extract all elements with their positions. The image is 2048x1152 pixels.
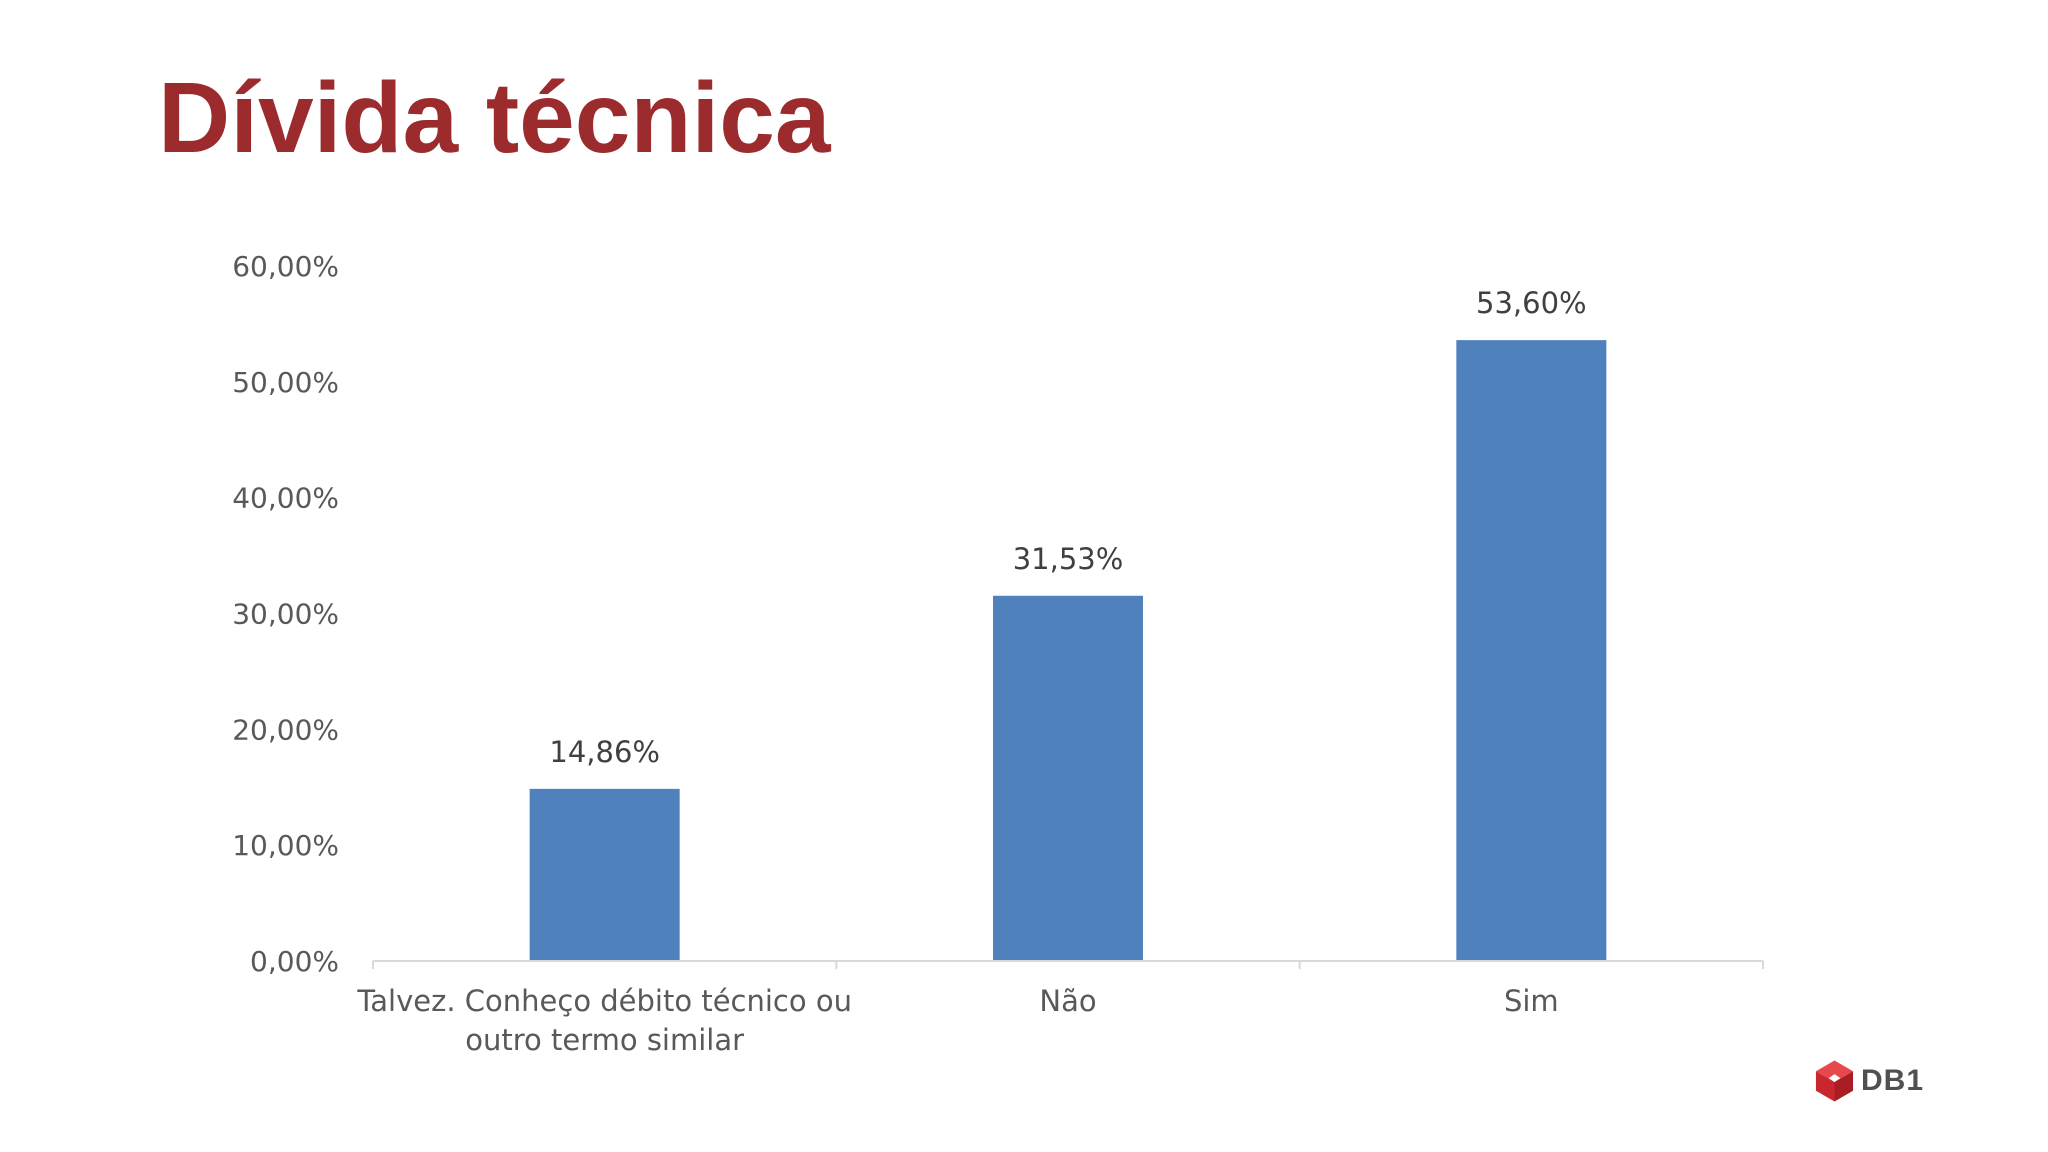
bar	[993, 595, 1143, 961]
db1-logo: DB1	[1814, 1056, 1924, 1106]
y-tick-label: 10,00%	[232, 829, 339, 862]
category-labels: Talvez. Conheço débito técnico ou outro t…	[356, 984, 1558, 1057]
y-tick-label: 60,00%	[232, 250, 339, 283]
category-label: Sim	[1504, 984, 1559, 1018]
category-label: outro termo similar	[465, 1023, 744, 1057]
y-tick-label: 30,00%	[232, 598, 339, 631]
logo-text: DB1	[1860, 1064, 1924, 1097]
bars	[529, 340, 1607, 962]
bar	[529, 788, 680, 961]
data-label: 31,53%	[1013, 542, 1124, 576]
category-label: Talvez. Conheço débito técnico ou	[356, 984, 852, 1018]
data-label: 53,60%	[1476, 286, 1587, 320]
category-label: Não	[1039, 984, 1096, 1018]
slide-title: Dívida técnica	[158, 62, 831, 174]
y-tick-label: 20,00%	[232, 713, 339, 746]
x-axis	[372, 960, 1764, 969]
bar	[1456, 340, 1607, 962]
y-tick-label: 40,00%	[232, 482, 339, 515]
y-axis-ticks: 0,00% 10,00% 20,00% 30,00% 40,00% 50,00% 60,00…	[232, 250, 339, 978]
data-labels: 14,86% 31,53% 53,60%	[549, 286, 1586, 769]
db1-cube-logo-icon	[1815, 1060, 1854, 1102]
y-tick-label: 0,00%	[250, 945, 339, 978]
data-label: 14,86%	[549, 735, 660, 769]
y-tick-label: 50,00%	[232, 366, 339, 399]
